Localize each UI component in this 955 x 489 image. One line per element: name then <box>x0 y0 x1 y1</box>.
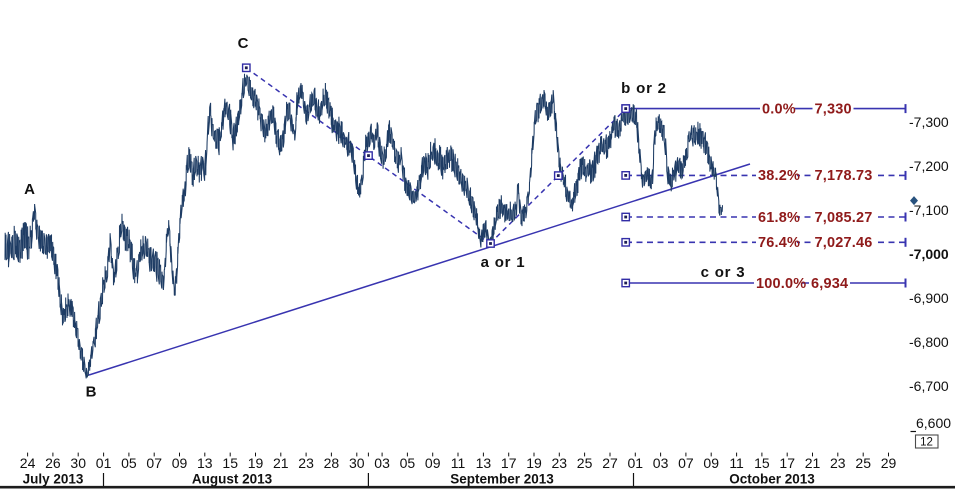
svg-text:September 2013: September 2013 <box>450 471 554 486</box>
svg-text:29: 29 <box>881 455 897 471</box>
svg-text:01: 01 <box>628 455 644 471</box>
svg-text:17: 17 <box>501 455 517 471</box>
svg-text:11: 11 <box>451 455 466 471</box>
svg-text:11: 11 <box>729 455 744 471</box>
svg-text:17: 17 <box>779 455 795 471</box>
svg-text:76.4%: 76.4% <box>758 235 800 251</box>
svg-text:-7,000: -7,000 <box>909 246 949 262</box>
svg-text:C: C <box>238 35 250 52</box>
svg-text:28: 28 <box>324 455 340 471</box>
svg-text:12: 12 <box>920 437 933 449</box>
svg-text:03: 03 <box>653 455 669 471</box>
svg-text:30: 30 <box>349 455 365 471</box>
svg-text:25: 25 <box>855 455 871 471</box>
svg-text:05: 05 <box>400 455 416 471</box>
svg-text:26: 26 <box>45 455 61 471</box>
svg-text:09: 09 <box>425 455 441 471</box>
svg-text:23: 23 <box>552 455 568 471</box>
svg-text:24: 24 <box>20 455 36 471</box>
svg-text:b or 2: b or 2 <box>621 80 667 97</box>
svg-text:07: 07 <box>678 455 694 471</box>
svg-text:27: 27 <box>602 455 618 471</box>
svg-text:7,178.73: 7,178.73 <box>815 168 873 184</box>
svg-text:B: B <box>86 384 98 401</box>
svg-text:A: A <box>24 181 36 198</box>
svg-text:6,934: 6,934 <box>811 276 848 292</box>
svg-text:October 2013: October 2013 <box>729 471 815 486</box>
svg-text:100.0%: 100.0% <box>756 276 806 292</box>
svg-text:-7,300: -7,300 <box>909 114 949 130</box>
svg-text:09: 09 <box>172 455 188 471</box>
svg-text:21: 21 <box>273 455 289 471</box>
svg-text:13: 13 <box>476 455 492 471</box>
svg-text:01: 01 <box>96 455 112 471</box>
svg-text:0.0%: 0.0% <box>762 101 796 117</box>
svg-text:-6,700: -6,700 <box>909 378 949 394</box>
svg-text:6,600: 6,600 <box>916 415 951 431</box>
svg-text:-6,900: -6,900 <box>909 290 949 306</box>
svg-text:05: 05 <box>121 455 137 471</box>
svg-text:August 2013: August 2013 <box>192 471 273 486</box>
svg-text:03: 03 <box>374 455 390 471</box>
svg-text:15: 15 <box>754 455 770 471</box>
svg-text:38.2%: 38.2% <box>758 168 800 184</box>
svg-text:61.8%: 61.8% <box>758 210 800 226</box>
svg-text:19: 19 <box>526 455 542 471</box>
svg-text:07: 07 <box>146 455 162 471</box>
svg-text:23: 23 <box>298 455 314 471</box>
svg-text:30: 30 <box>70 455 86 471</box>
svg-text:15: 15 <box>222 455 238 471</box>
svg-text:7,027.46: 7,027.46 <box>815 235 873 251</box>
svg-text:25: 25 <box>577 455 593 471</box>
svg-text:13: 13 <box>197 455 213 471</box>
svg-text:09: 09 <box>703 455 719 471</box>
svg-text:July 2013: July 2013 <box>23 471 84 486</box>
svg-text:19: 19 <box>248 455 264 471</box>
svg-text:7,330: 7,330 <box>815 101 852 117</box>
svg-text:-7,100: -7,100 <box>909 202 949 218</box>
svg-text:21: 21 <box>805 455 821 471</box>
svg-text:7,085.27: 7,085.27 <box>815 210 873 226</box>
svg-text:23: 23 <box>830 455 846 471</box>
svg-text:-6,800: -6,800 <box>909 334 949 350</box>
svg-text:-7,200: -7,200 <box>909 158 949 174</box>
svg-text:c or 3: c or 3 <box>701 264 746 281</box>
svg-text:a or 1: a or 1 <box>481 254 526 271</box>
